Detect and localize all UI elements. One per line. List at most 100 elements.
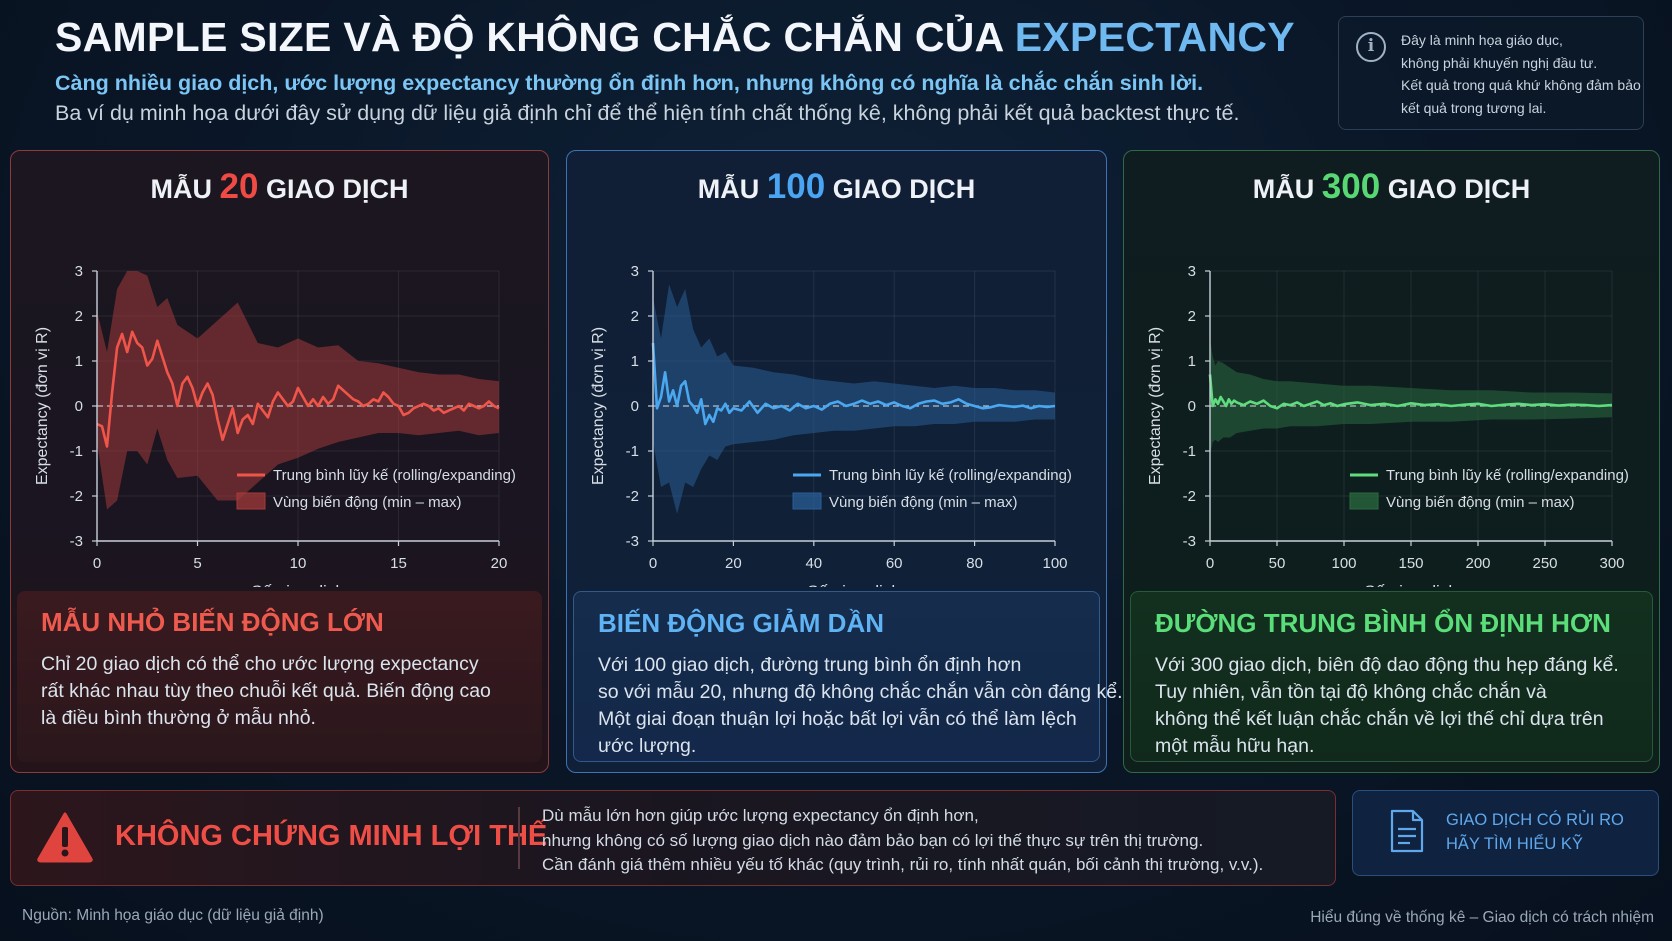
description-line: không thể kết luận chắc chắn về lợi thế … — [1155, 708, 1604, 730]
expectancy-chart-300: 3 2 1 0 -1 -2 -3 0 50 100 150 200 250 300 Số giao dịch… — [1147, 263, 1629, 587]
panel-title: MẪU 100 GIAO DỊCH — [567, 167, 1106, 207]
risk-note-line: GIAO DỊCH CÓ RỦI RO — [1446, 811, 1624, 829]
disclaimer-line: Đây là minh họa giáo dục, — [1401, 32, 1563, 48]
x-tick-label: 40 — [805, 555, 822, 572]
warning-divider — [518, 807, 520, 869]
x-tick-label: 300 — [1599, 555, 1624, 572]
y-tick-label: -3 — [1183, 533, 1196, 550]
x-tick-label: 100 — [1331, 555, 1356, 572]
variation-band — [653, 284, 1055, 514]
panel-sample-100: MẪU 100 GIAO DỊCH 3 2 1 0 -1 -2 -3 0 20 40 60 80 100… — [566, 150, 1123, 773]
disclaimer-line: không phải khuyến nghị đầu tư. — [1401, 54, 1598, 71]
legend-band-swatch — [236, 492, 266, 510]
description-card: MẪU NHỎ BIẾN ĐỘNG LỚN Chỉ 20 giao dịch c… — [17, 591, 542, 762]
panel-title-number: 100 — [766, 167, 826, 206]
description-card: BIẾN ĐỘNG GIẢM DẦN Với 100 giao dịch, đư… — [573, 591, 1123, 762]
disclaimer-box: i Đây là minh họa giáo dục, không phải k… — [1338, 16, 1644, 130]
x-tick-label: 80 — [966, 555, 983, 572]
legend-band-swatch — [792, 492, 822, 510]
x-axis-label: Số giao dịch — [1364, 582, 1458, 587]
x-axis-label: Số giao dịch — [807, 582, 901, 587]
panel-title-post: GIAO DỊCH — [1380, 174, 1531, 204]
panel-title: MẪU 300 GIAO DỊCH — [1124, 167, 1659, 207]
warning-title: KHÔNG CHỨNG MINH LỢI THẾ — [115, 820, 548, 852]
panel-sample-300: MẪU 300 GIAO DỊCH 3 2 1 0 -1 -2 -3 0 50 100 150 200… — [1123, 150, 1660, 773]
description-line: là điều bình thường ở mẫu nhỏ. — [41, 707, 316, 729]
description-card: ĐƯỜNG TRUNG BÌNH ỔN ĐỊNH HƠN Với 300 gia… — [1130, 591, 1653, 762]
disclaimer-line: Kết quả trong quá khứ không đảm bảo — [1401, 77, 1641, 93]
y-tick-label: 0 — [631, 398, 639, 415]
description-title: ĐƯỜNG TRUNG BÌNH ỔN ĐỊNH HƠN — [1155, 608, 1611, 638]
panel-title-post: GIAO DỊCH — [825, 174, 976, 204]
x-tick-label: 100 — [1042, 555, 1067, 572]
x-tick-label: 0 — [93, 555, 101, 572]
legend-line-label: Trung bình lũy kế (rolling/expanding) — [1386, 467, 1629, 484]
document-icon — [1390, 809, 1424, 853]
info-icon: i — [1356, 32, 1386, 62]
x-tick-label: 10 — [290, 555, 307, 572]
title-main: SAMPLE SIZE VÀ ĐỘ KHÔNG CHẮC CHẮN CỦA — [55, 14, 1015, 60]
panel-title-pre: MẪU — [150, 174, 220, 204]
x-tick-label: 15 — [390, 555, 407, 572]
x-tick-label: 0 — [649, 555, 657, 572]
description-line: một mẫu hữu hạn. — [1155, 735, 1315, 757]
panel-title-number: 20 — [219, 167, 259, 206]
y-tick-label: 2 — [631, 308, 639, 325]
y-tick-label: 1 — [1188, 353, 1196, 370]
y-tick-label: -2 — [626, 488, 639, 505]
y-tick-label: 3 — [75, 263, 83, 280]
x-tick-label: 50 — [1269, 555, 1286, 572]
y-tick-label: 0 — [1188, 398, 1196, 415]
y-tick-label: 1 — [631, 353, 639, 370]
description-line: Với 100 giao dịch, đường trung bình ổn đ… — [598, 654, 1022, 676]
x-tick-label: 60 — [886, 555, 903, 572]
x-tick-label: 20 — [491, 555, 508, 572]
x-tick-label: 20 — [725, 555, 742, 572]
x-tick-label: 250 — [1532, 555, 1557, 572]
panel-title-pre: MẪU — [697, 174, 767, 204]
footer-source: Nguồn: Minh họa giáo dục (dữ liệu giả đị… — [22, 907, 324, 924]
x-tick-label: 200 — [1465, 555, 1490, 572]
legend-band-label: Vùng biến động (min – max) — [1386, 494, 1574, 511]
y-tick-label: -1 — [626, 443, 639, 460]
y-tick-label: 2 — [75, 308, 83, 325]
variation-band — [1210, 338, 1612, 456]
warning-triangle-icon — [37, 812, 93, 863]
cumulative-mean-line — [1208, 374, 1613, 410]
warning-line: nhưng không có số lượng giao dịch nào đả… — [542, 830, 1204, 850]
legend-line-label: Trung bình lũy kế (rolling/expanding) — [273, 467, 516, 484]
description-line: Chỉ 20 giao dịch có thể cho ước lượng ex… — [41, 653, 479, 675]
description-line: so với mẫu 20, nhưng độ không chắc chắn … — [598, 681, 1123, 703]
y-tick-label: 1 — [75, 353, 83, 370]
description-title: BIẾN ĐỘNG GIẢM DẦN — [598, 608, 884, 638]
subtitle-primary: Càng nhiều giao dịch, ước lượng expectan… — [55, 71, 1204, 95]
warning-line: Cần đánh giá thêm nhiều yếu tố khác (quy… — [542, 855, 1264, 874]
x-tick-label: 0 — [1206, 555, 1214, 572]
y-tick-label: -1 — [70, 443, 83, 460]
footer-tagline: Hiểu đúng về thống kê – Giao dịch có trá… — [1310, 909, 1654, 926]
expectancy-chart-100: 3 2 1 0 -1 -2 -3 0 20 40 60 80 100 Số giao dịch Expect… — [590, 263, 1072, 587]
panel-title-post: GIAO DỊCH — [258, 174, 409, 204]
cumulative-mean-line — [96, 330, 500, 448]
legend-band-swatch — [1349, 492, 1379, 510]
panel-title-number: 300 — [1321, 167, 1381, 206]
description-line: Với 300 giao dịch, biên độ dao động thu … — [1155, 654, 1619, 676]
y-tick-label: -2 — [70, 488, 83, 505]
panel-title-pre: MẪU — [1252, 174, 1322, 204]
description-line: Một giai đoạn thuận lợi hoặc bất lợi vẫn… — [598, 708, 1077, 730]
legend-line-label: Trung bình lũy kế (rolling/expanding) — [829, 467, 1072, 484]
legend-band-label: Vùng biến động (min – max) — [273, 494, 461, 511]
description-title: MẪU NHỎ BIẾN ĐỘNG LỚN — [41, 607, 384, 637]
y-tick-label: 3 — [1188, 263, 1196, 280]
warning-banner: KHÔNG CHỨNG MINH LỢI THẾ Dù mẫu lớn hơn … — [10, 790, 1336, 886]
x-tick-label: 5 — [193, 555, 201, 572]
y-axis-label: Expectancy (đơn vị R) — [1147, 327, 1164, 485]
y-tick-label: 0 — [75, 398, 83, 415]
page-title: SAMPLE SIZE VÀ ĐỘ KHÔNG CHẮC CHẮN CỦA EX… — [55, 14, 1295, 61]
description-line: ước lượng. — [598, 735, 697, 757]
description-line: rất khác nhau tùy theo chuỗi kết quả. Bi… — [41, 680, 491, 702]
y-tick-label: 2 — [1188, 308, 1196, 325]
title-accent: EXPECTANCY — [1014, 14, 1295, 60]
